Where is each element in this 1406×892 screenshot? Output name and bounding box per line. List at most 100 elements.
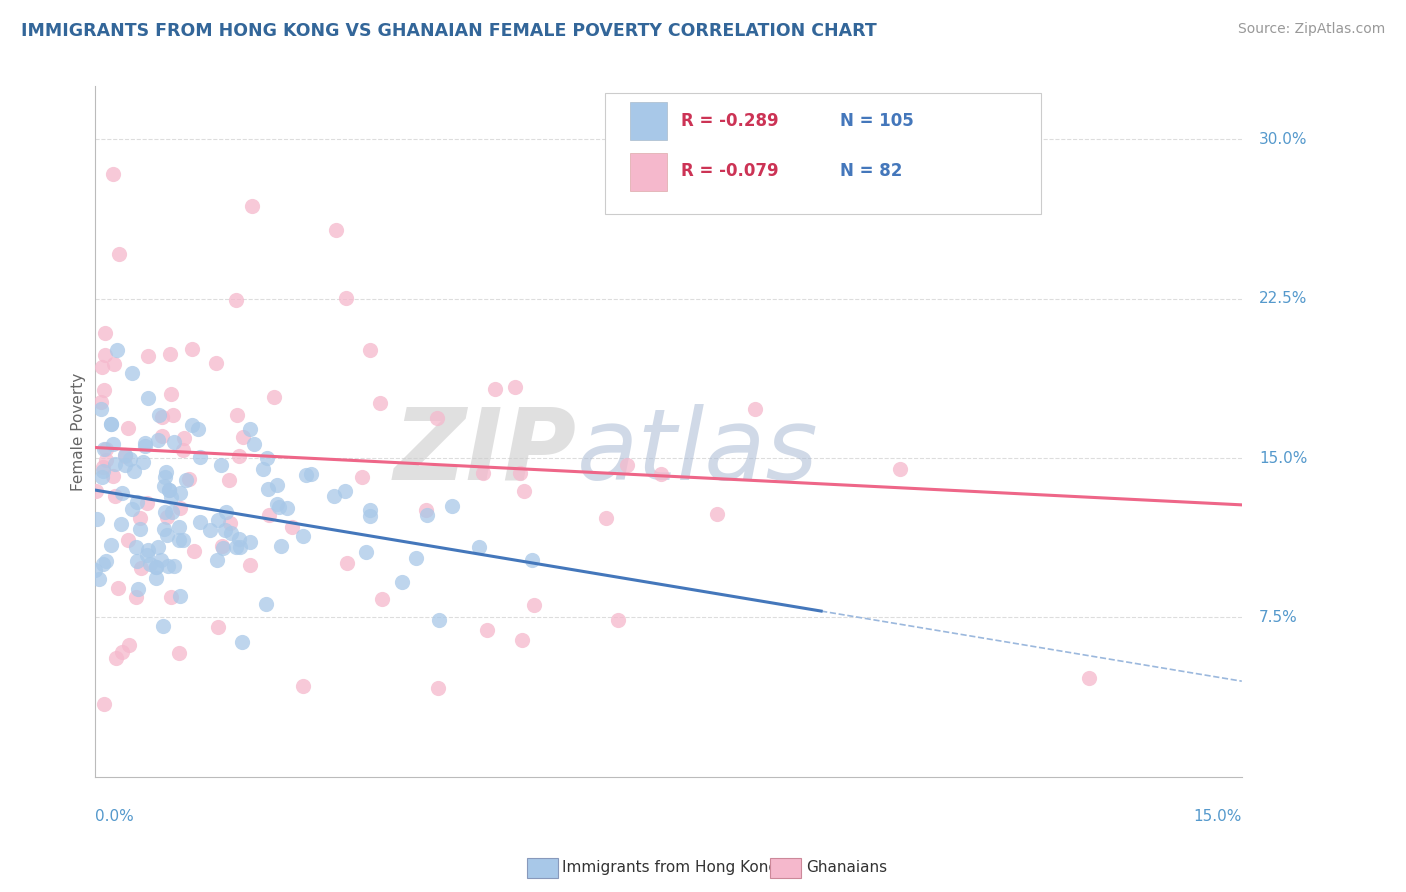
Point	[440, 499, 463, 513]
Point	[180, 343, 202, 357]
Point	[266, 477, 288, 491]
Point	[100, 417, 122, 432]
Point	[181, 417, 204, 432]
Point	[155, 465, 177, 479]
Point	[522, 552, 544, 566]
Point	[118, 638, 141, 652]
Point	[219, 525, 242, 540]
Point	[172, 443, 194, 458]
Point	[416, 508, 439, 522]
Point	[359, 508, 381, 523]
Point	[405, 551, 427, 566]
Point	[148, 540, 170, 554]
Point	[101, 469, 124, 483]
Point	[152, 522, 174, 536]
Text: 15.0%: 15.0%	[1258, 450, 1308, 466]
Point	[94, 326, 117, 341]
Point	[121, 367, 143, 381]
Point	[114, 448, 136, 462]
Point	[134, 439, 156, 453]
Text: IMMIGRANTS FROM HONG KONG VS GHANAIAN FEMALE POVERTY CORRELATION CHART: IMMIGRANTS FROM HONG KONG VS GHANAIAN FE…	[21, 22, 877, 40]
Point	[214, 523, 236, 537]
Point	[368, 395, 391, 409]
Point	[240, 198, 263, 212]
Point	[239, 534, 262, 549]
Point	[93, 383, 115, 397]
Point	[157, 483, 180, 497]
Text: R = -0.289: R = -0.289	[681, 112, 779, 130]
Point	[198, 523, 221, 537]
Point	[256, 451, 278, 466]
Point	[156, 510, 179, 524]
Point	[595, 511, 617, 525]
Point	[152, 619, 174, 633]
Point	[183, 544, 205, 558]
Point	[156, 527, 179, 541]
Point	[138, 557, 160, 571]
Point	[510, 633, 533, 648]
Point	[129, 560, 152, 574]
Point	[135, 548, 157, 562]
Point	[292, 679, 315, 693]
Point	[426, 411, 449, 425]
Point	[101, 437, 124, 451]
Point	[107, 246, 129, 260]
Bar	[630, 153, 666, 191]
Point	[391, 575, 413, 590]
Point	[136, 542, 159, 557]
Point	[134, 435, 156, 450]
Point	[169, 500, 191, 515]
Text: ZIP: ZIP	[394, 404, 576, 500]
Point	[650, 467, 672, 481]
Point	[120, 452, 142, 467]
Point	[91, 460, 114, 475]
Point	[174, 473, 197, 487]
Point	[110, 517, 132, 532]
Point	[219, 516, 242, 531]
Point	[523, 599, 546, 613]
Point	[93, 697, 115, 711]
Point	[225, 408, 247, 422]
Point	[107, 343, 129, 357]
Point	[156, 559, 179, 574]
Point	[159, 387, 181, 401]
Point	[335, 291, 357, 305]
Point	[509, 467, 531, 481]
Point	[889, 462, 911, 476]
Point	[292, 529, 315, 543]
Text: 7.5%: 7.5%	[1258, 610, 1298, 625]
Text: 30.0%: 30.0%	[1258, 132, 1308, 147]
Point	[135, 495, 157, 509]
Point	[84, 484, 107, 499]
Point	[136, 391, 159, 405]
Point	[477, 623, 499, 637]
Point	[125, 554, 148, 568]
Point	[263, 390, 285, 404]
Point	[333, 484, 356, 499]
Point	[100, 538, 122, 552]
Point	[90, 401, 112, 416]
Point	[239, 422, 262, 436]
Point	[94, 453, 117, 467]
Point	[215, 505, 238, 519]
Text: 15.0%: 15.0%	[1194, 809, 1241, 823]
Point	[257, 482, 280, 496]
Point	[325, 223, 347, 237]
Point	[148, 409, 170, 423]
Point	[427, 681, 450, 695]
Point	[149, 553, 172, 567]
Point	[96, 442, 118, 457]
Point	[129, 510, 152, 524]
Text: N = 105: N = 105	[841, 112, 914, 130]
Point	[468, 540, 491, 554]
Text: 0.0%: 0.0%	[94, 809, 134, 823]
Point	[159, 346, 181, 360]
Point	[145, 560, 167, 574]
Point	[239, 558, 262, 573]
Text: N = 82: N = 82	[841, 162, 903, 180]
Text: 22.5%: 22.5%	[1258, 292, 1308, 306]
Point	[117, 421, 139, 435]
Point	[218, 473, 240, 487]
Point	[229, 540, 252, 554]
Point	[117, 533, 139, 548]
